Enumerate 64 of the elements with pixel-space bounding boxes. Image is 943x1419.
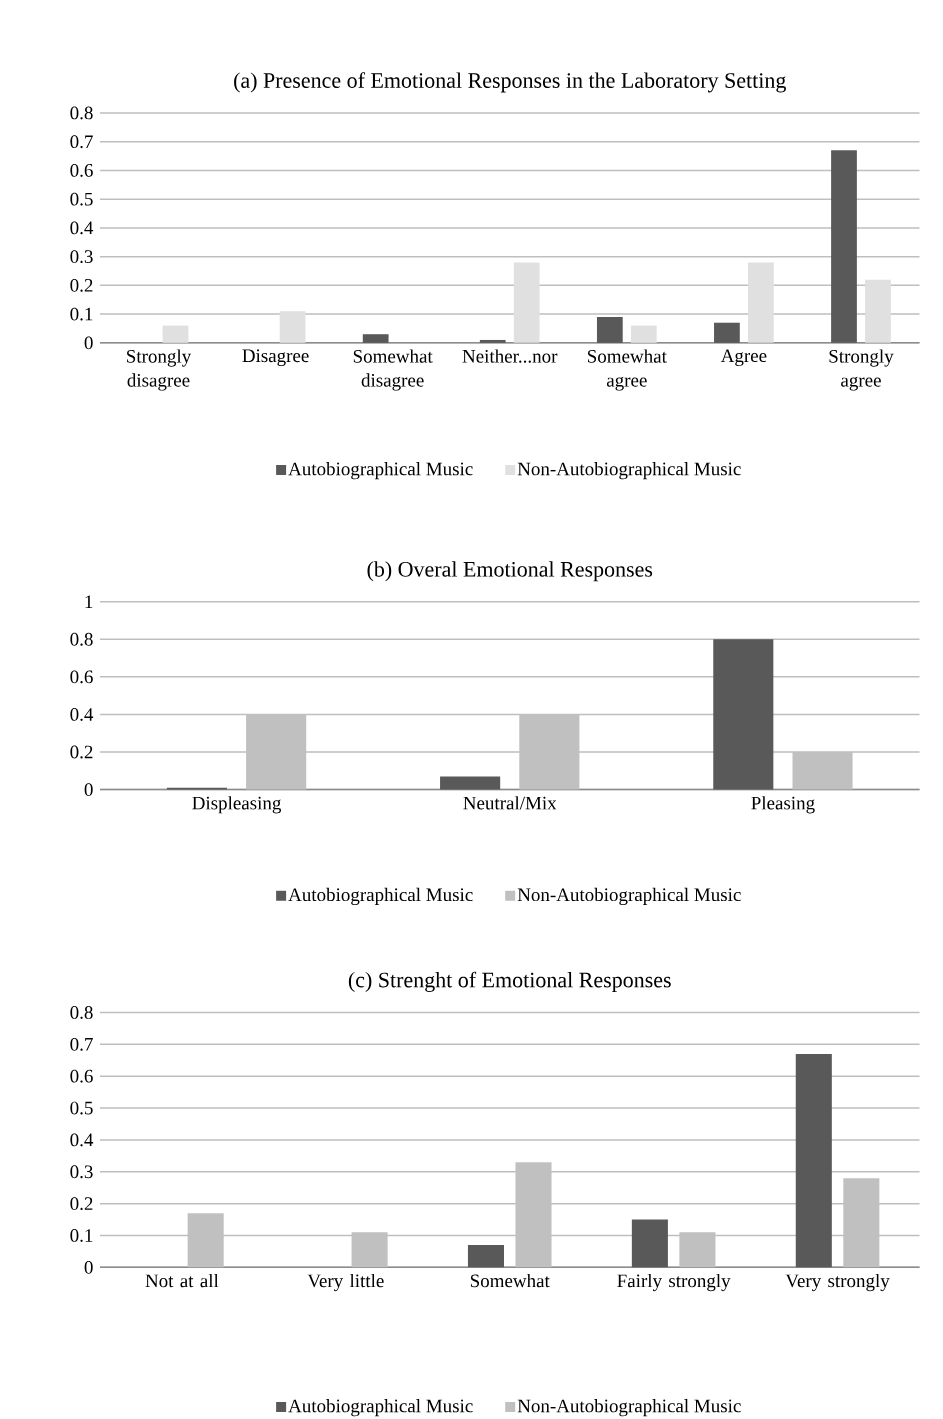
y-tick-label: 0.6 bbox=[70, 1069, 94, 1083]
y-tick-label: 0.8 bbox=[70, 632, 93, 646]
bar bbox=[713, 639, 774, 790]
bar bbox=[480, 339, 506, 343]
y-tick-label: 0.8 bbox=[70, 106, 93, 120]
y-tick-label: 0 bbox=[84, 783, 93, 797]
bar bbox=[831, 150, 858, 343]
y-tick-label: 0.2 bbox=[70, 745, 93, 759]
y-tick-label: 0.7 bbox=[70, 1037, 94, 1051]
bar bbox=[632, 1219, 669, 1268]
y-tick-label: 0 bbox=[84, 336, 93, 350]
x-tick-label: Very little bbox=[307, 1273, 384, 1292]
bar bbox=[748, 262, 774, 343]
x-tick-label: Somewhat agree bbox=[588, 349, 668, 391]
x-tick-label: Somewhat disagree bbox=[354, 349, 433, 391]
bar bbox=[162, 325, 189, 343]
x-tick-label: Strongly agree bbox=[829, 349, 894, 391]
x-tick-label: Pleasing bbox=[751, 796, 815, 814]
legend-label: Autobiographical Music bbox=[288, 1399, 473, 1417]
bar bbox=[631, 325, 657, 343]
y-tick-label: 0.5 bbox=[70, 1101, 93, 1115]
bar bbox=[279, 311, 306, 343]
x-tick-label: Somewhat bbox=[471, 1273, 550, 1288]
bar bbox=[468, 1245, 505, 1268]
legend-label: Autobiographical Music bbox=[288, 887, 473, 906]
y-tick-label: 0.6 bbox=[70, 670, 94, 684]
legend-label: Non-Autobiographical Music bbox=[518, 887, 741, 906]
x-tick-label: Neither...nor bbox=[462, 349, 558, 363]
x-tick-label: Neutral/Mix bbox=[463, 796, 557, 810]
bar bbox=[865, 279, 892, 343]
chart-title: (b) Overal Emotional Responses bbox=[367, 561, 653, 582]
y-tick-label: 0.5 bbox=[70, 192, 93, 206]
y-tick-label: 0.4 bbox=[70, 708, 94, 721]
x-tick-label: Very strongly bbox=[785, 1273, 890, 1292]
x-tick-label: Strongly disagree bbox=[127, 349, 192, 391]
y-tick-label: 0.8 bbox=[70, 1006, 93, 1019]
bar bbox=[597, 316, 623, 343]
y-tick-label: 0.6 bbox=[70, 164, 94, 177]
legend-label: Non-Autobiographical Music bbox=[518, 1399, 741, 1417]
x-tick-label: Agree bbox=[721, 349, 767, 366]
bar bbox=[796, 1053, 833, 1268]
bar bbox=[714, 322, 741, 343]
x-tick-label: Not at all bbox=[145, 1273, 219, 1288]
chart-title: (a) Presence of Emotional Responses in the Laboratory Setting bbox=[234, 72, 787, 93]
y-tick-label: 0.2 bbox=[70, 1197, 93, 1211]
x-tick-label: Fairly strongly bbox=[617, 1273, 731, 1292]
bar bbox=[440, 776, 501, 790]
y-tick-label: 0.3 bbox=[70, 250, 93, 264]
y-tick-label: 0.3 bbox=[70, 1165, 93, 1179]
chart-title: (c) Strenght of Emotional Responses bbox=[349, 971, 672, 992]
y-tick-label: 0.1 bbox=[70, 307, 93, 321]
y-tick-label: 1 bbox=[85, 595, 93, 608]
y-tick-label: 0.4 bbox=[70, 1133, 94, 1147]
y-tick-label: 0.4 bbox=[70, 221, 94, 235]
x-tick-label: Displeasing bbox=[192, 796, 282, 814]
bar bbox=[363, 334, 389, 343]
bar bbox=[514, 262, 540, 343]
legend-label: Autobiographical Music bbox=[288, 461, 473, 480]
y-tick-label: 0.2 bbox=[70, 278, 93, 292]
legend-label: Non-Autobiographical Music bbox=[518, 461, 741, 480]
y-tick-label: 0.7 bbox=[70, 135, 94, 149]
y-tick-label: 0.1 bbox=[70, 1229, 93, 1242]
y-tick-label: 0 bbox=[84, 1260, 93, 1274]
x-tick-label: Disagree bbox=[242, 349, 309, 367]
